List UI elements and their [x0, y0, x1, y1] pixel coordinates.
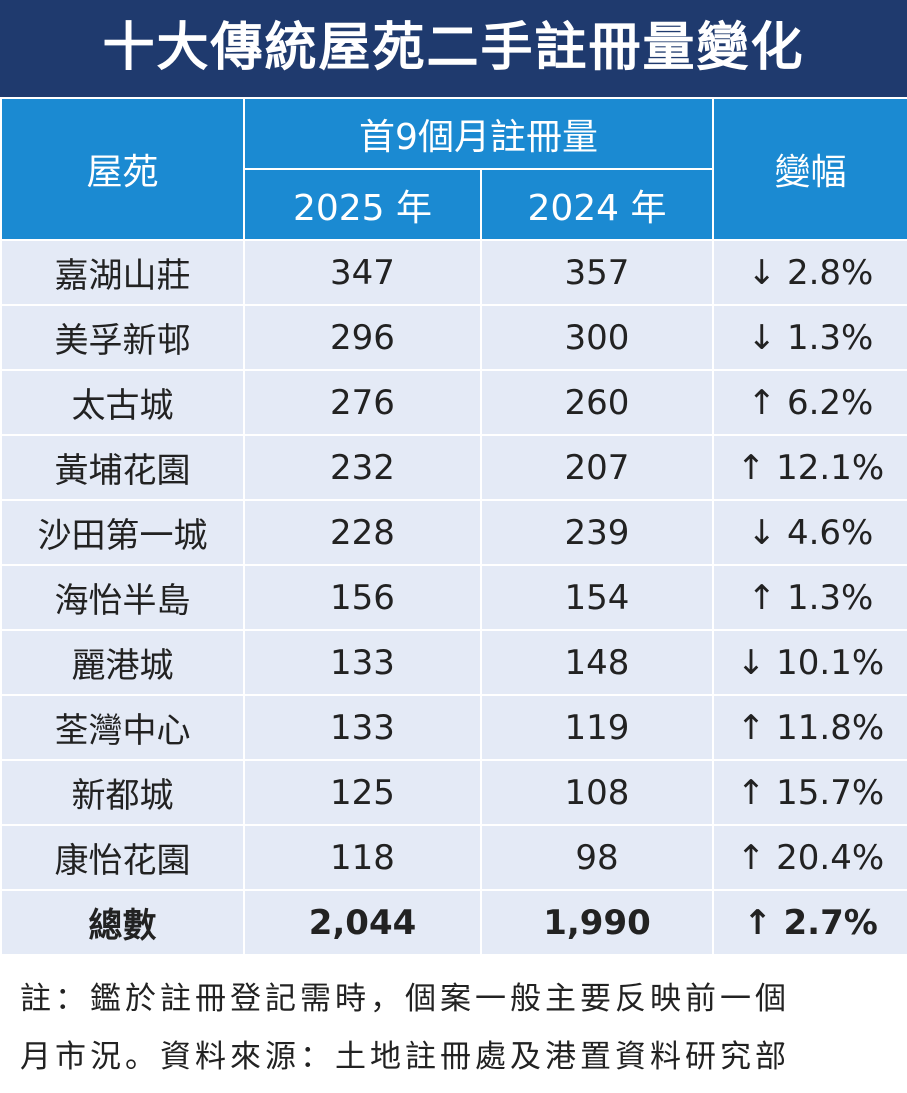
change: ↑ 11.8%	[712, 694, 907, 761]
count-2024: 98	[480, 824, 714, 891]
estate: 麗港城	[0, 629, 245, 696]
title: 十大傳統屋苑二手註冊量變化	[0, 0, 907, 97]
estate: 海怡半島	[0, 564, 245, 631]
estate: 新都城	[0, 759, 245, 826]
count-2024: 154	[480, 564, 714, 631]
estate: 嘉湖山莊	[0, 239, 245, 306]
change: ↓ 2.8%	[712, 239, 907, 306]
table-row: 海怡半島 156 154 ↑ 1.3%	[0, 564, 907, 631]
registration-table: 屋苑 首9個月註冊量 變幅 2025 年 2024 年 嘉湖山莊 347 357 ↓ …	[0, 97, 907, 956]
table-row: 太古城 276 260 ↑ 6.2%	[0, 369, 907, 436]
change: ↓ 10.1%	[712, 629, 907, 696]
change: ↑ 2.7%	[712, 889, 907, 956]
count-2025: 296	[243, 304, 482, 371]
count-2025: 2,044	[243, 889, 482, 956]
count-2024: 239	[480, 499, 714, 566]
estate: 太古城	[0, 369, 245, 436]
table-row: 黃埔花園 232 207 ↑ 12.1%	[0, 434, 907, 501]
table-row: 美孚新邨 296 300 ↓ 1.3%	[0, 304, 907, 371]
table-row: 麗港城 133 148 ↓ 10.1%	[0, 629, 907, 696]
change: ↓ 1.3%	[712, 304, 907, 371]
count-2024: 148	[480, 629, 714, 696]
table-row: 荃灣中心 133 119 ↑ 11.8%	[0, 694, 907, 761]
count-2024: 260	[480, 369, 714, 436]
header-change: 變幅	[712, 97, 907, 241]
table-row: 沙田第一城 228 239 ↓ 4.6%	[0, 499, 907, 566]
table-body: 嘉湖山莊 347 357 ↓ 2.8% 美孚新邨 296 300 ↓ 1.3% 太古城 276 26…	[0, 239, 907, 956]
estate: 總數	[0, 889, 245, 956]
count-2024: 1,990	[480, 889, 714, 956]
count-2025: 133	[243, 694, 482, 761]
count-2025: 156	[243, 564, 482, 631]
change: ↑ 12.1%	[712, 434, 907, 501]
count-2025: 118	[243, 824, 482, 891]
estate: 沙田第一城	[0, 499, 245, 566]
change: ↓ 4.6%	[712, 499, 907, 566]
count-2024: 108	[480, 759, 714, 826]
header-estate: 屋苑	[0, 97, 245, 241]
table-row: 康怡花園 118 98 ↑ 20.4%	[0, 824, 907, 891]
count-2024: 357	[480, 239, 714, 306]
count-2025: 228	[243, 499, 482, 566]
count-2025: 232	[243, 434, 482, 501]
change: ↑ 15.7%	[712, 759, 907, 826]
note-line: 月市況。資料來源：土地註冊處及港置資料研究部	[20, 1039, 790, 1075]
estate: 黃埔花園	[0, 434, 245, 501]
count-2024: 207	[480, 434, 714, 501]
count-2024: 119	[480, 694, 714, 761]
count-2025: 276	[243, 369, 482, 436]
note: 註：鑑於註冊登記需時，個案一般主要反映前一個 月市況。資料來源：土地註冊處及港置資…	[0, 956, 907, 1086]
change: ↑ 6.2%	[712, 369, 907, 436]
estate: 荃灣中心	[0, 694, 245, 761]
count-2025: 133	[243, 629, 482, 696]
estate: 美孚新邨	[0, 304, 245, 371]
estate: 康怡花園	[0, 824, 245, 891]
table-row: 新都城 125 108 ↑ 15.7%	[0, 759, 907, 826]
header-year: 2025 年	[243, 168, 482, 241]
note-line: 註：鑑於註冊登記需時，個案一般主要反映前一個	[20, 981, 790, 1017]
table-row: 嘉湖山莊 347 357 ↓ 2.8%	[0, 239, 907, 306]
table-row: 總數 2,044 1,990 ↑ 2.7%	[0, 889, 907, 956]
header-group: 首9個月註冊量	[243, 97, 714, 170]
count-2025: 347	[243, 239, 482, 306]
change: ↑ 1.3%	[712, 564, 907, 631]
count-2024: 300	[480, 304, 714, 371]
change: ↑ 20.4%	[712, 824, 907, 891]
count-2025: 125	[243, 759, 482, 826]
header-year: 2024 年	[480, 168, 714, 241]
